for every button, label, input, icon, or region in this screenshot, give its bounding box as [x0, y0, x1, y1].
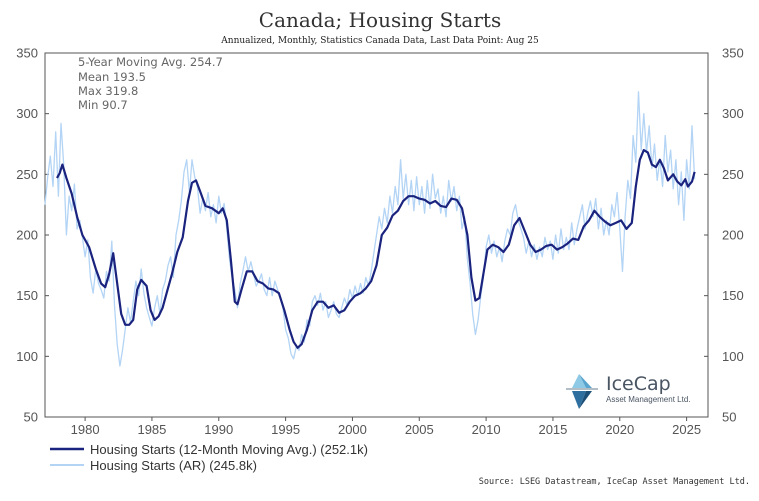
y-axis-right: 50 100 150 200 250 300 350: [704, 46, 744, 425]
y-axis-left: 50 100 150 200 250 300 350: [16, 46, 49, 425]
y-tick-label-right: 150: [722, 288, 744, 303]
y-tick-label-left: 200: [16, 228, 38, 243]
x-tick-label: 1985: [137, 422, 166, 437]
stat-mean: Mean 193.5: [78, 70, 146, 84]
y-tick-label-left: 150: [16, 288, 38, 303]
chart-subtitle: Annualized, Monthly, Statistics Canada D…: [220, 36, 539, 46]
x-tick-label: 2020: [605, 422, 634, 437]
series-line-raw: [44, 91, 696, 367]
y-tick-label-left: 300: [16, 106, 38, 121]
y-tick-label-left: 350: [16, 46, 38, 61]
legend-label-moving-avg: Housing Starts (12-Month Moving Avg.) (2…: [90, 442, 368, 457]
company-logo: IceCap Asset Management Ltd.: [566, 373, 691, 409]
stat-min: Min 90.7: [78, 98, 128, 112]
y-tick-label-left: 50: [24, 410, 38, 425]
iceberg-icon: [566, 374, 598, 409]
stat-moving-avg: 5-Year Moving Avg. 254.7: [78, 55, 223, 69]
y-tick-label-right: 350: [722, 46, 744, 61]
source-note: Source: LSEG Datastream, IceCap Asset Ma…: [479, 477, 750, 487]
y-tick-label-right: 50: [722, 410, 736, 425]
x-tick-label: 2010: [472, 422, 501, 437]
stat-max: Max 319.8: [78, 84, 138, 98]
series-layer: [44, 91, 696, 367]
stats-box: 5-Year Moving Avg. 254.7 Mean 193.5 Max …: [78, 55, 223, 112]
logo-tagline: Asset Management Ltd.: [606, 395, 691, 404]
legend: Housing Starts (12-Month Moving Avg.) (2…: [50, 442, 368, 473]
y-tick-label-right: 100: [722, 349, 744, 364]
x-tick-label: 1990: [204, 422, 233, 437]
y-tick-label-right: 300: [722, 106, 744, 121]
x-tick-label: 1995: [271, 422, 300, 437]
y-tick-label-left: 250: [16, 167, 38, 182]
y-tick-label-left: 100: [16, 349, 38, 364]
x-tick-label: 2015: [538, 422, 567, 437]
y-tick-label-right: 200: [722, 228, 744, 243]
x-tick-label: 2025: [672, 422, 701, 437]
y-tick-label-right: 250: [722, 167, 744, 182]
legend-label-raw: Housing Starts (AR) (245.8k): [90, 458, 257, 473]
x-tick-label: 2000: [338, 422, 367, 437]
x-axis: 1980 1985 1990 1995 2000 2005 2010 2015 2020 2025: [71, 417, 701, 437]
chart-title: Canada; Housing Starts: [259, 8, 501, 32]
series-line-moving-avg: [56, 149, 696, 349]
x-tick-label: 1980: [71, 422, 100, 437]
logo-name: IceCap: [606, 373, 671, 395]
x-tick-label: 2005: [405, 422, 434, 437]
